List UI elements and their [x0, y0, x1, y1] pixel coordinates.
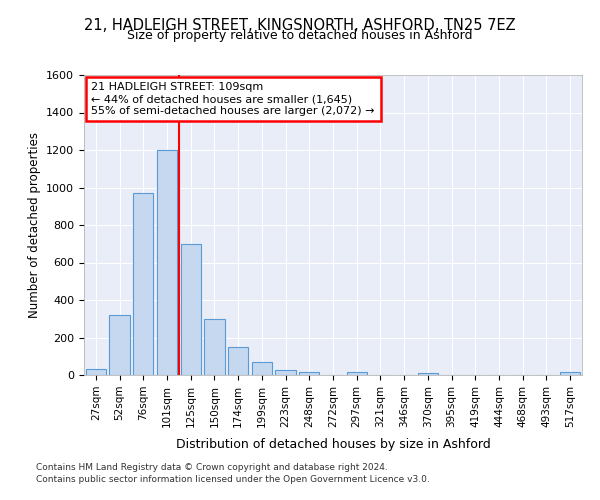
- Bar: [109, 315, 130, 375]
- Bar: [205, 319, 224, 375]
- Text: Size of property relative to detached houses in Ashford: Size of property relative to detached ho…: [127, 29, 473, 42]
- Bar: [252, 362, 272, 375]
- Bar: [86, 370, 106, 375]
- Bar: [157, 150, 177, 375]
- Bar: [418, 373, 438, 375]
- Text: 21 HADLEIGH STREET: 109sqm
← 44% of detached houses are smaller (1,645)
55% of s: 21 HADLEIGH STREET: 109sqm ← 44% of deta…: [91, 82, 375, 116]
- Bar: [299, 372, 319, 375]
- Bar: [275, 370, 296, 375]
- Text: Contains HM Land Registry data © Crown copyright and database right 2024.: Contains HM Land Registry data © Crown c…: [36, 464, 388, 472]
- Bar: [228, 347, 248, 375]
- Bar: [347, 372, 367, 375]
- Bar: [133, 193, 154, 375]
- Bar: [560, 372, 580, 375]
- Bar: [181, 244, 201, 375]
- Text: Contains public sector information licensed under the Open Government Licence v3: Contains public sector information licen…: [36, 475, 430, 484]
- Y-axis label: Number of detached properties: Number of detached properties: [28, 132, 41, 318]
- X-axis label: Distribution of detached houses by size in Ashford: Distribution of detached houses by size …: [176, 438, 490, 451]
- Text: 21, HADLEIGH STREET, KINGSNORTH, ASHFORD, TN25 7EZ: 21, HADLEIGH STREET, KINGSNORTH, ASHFORD…: [84, 18, 516, 32]
